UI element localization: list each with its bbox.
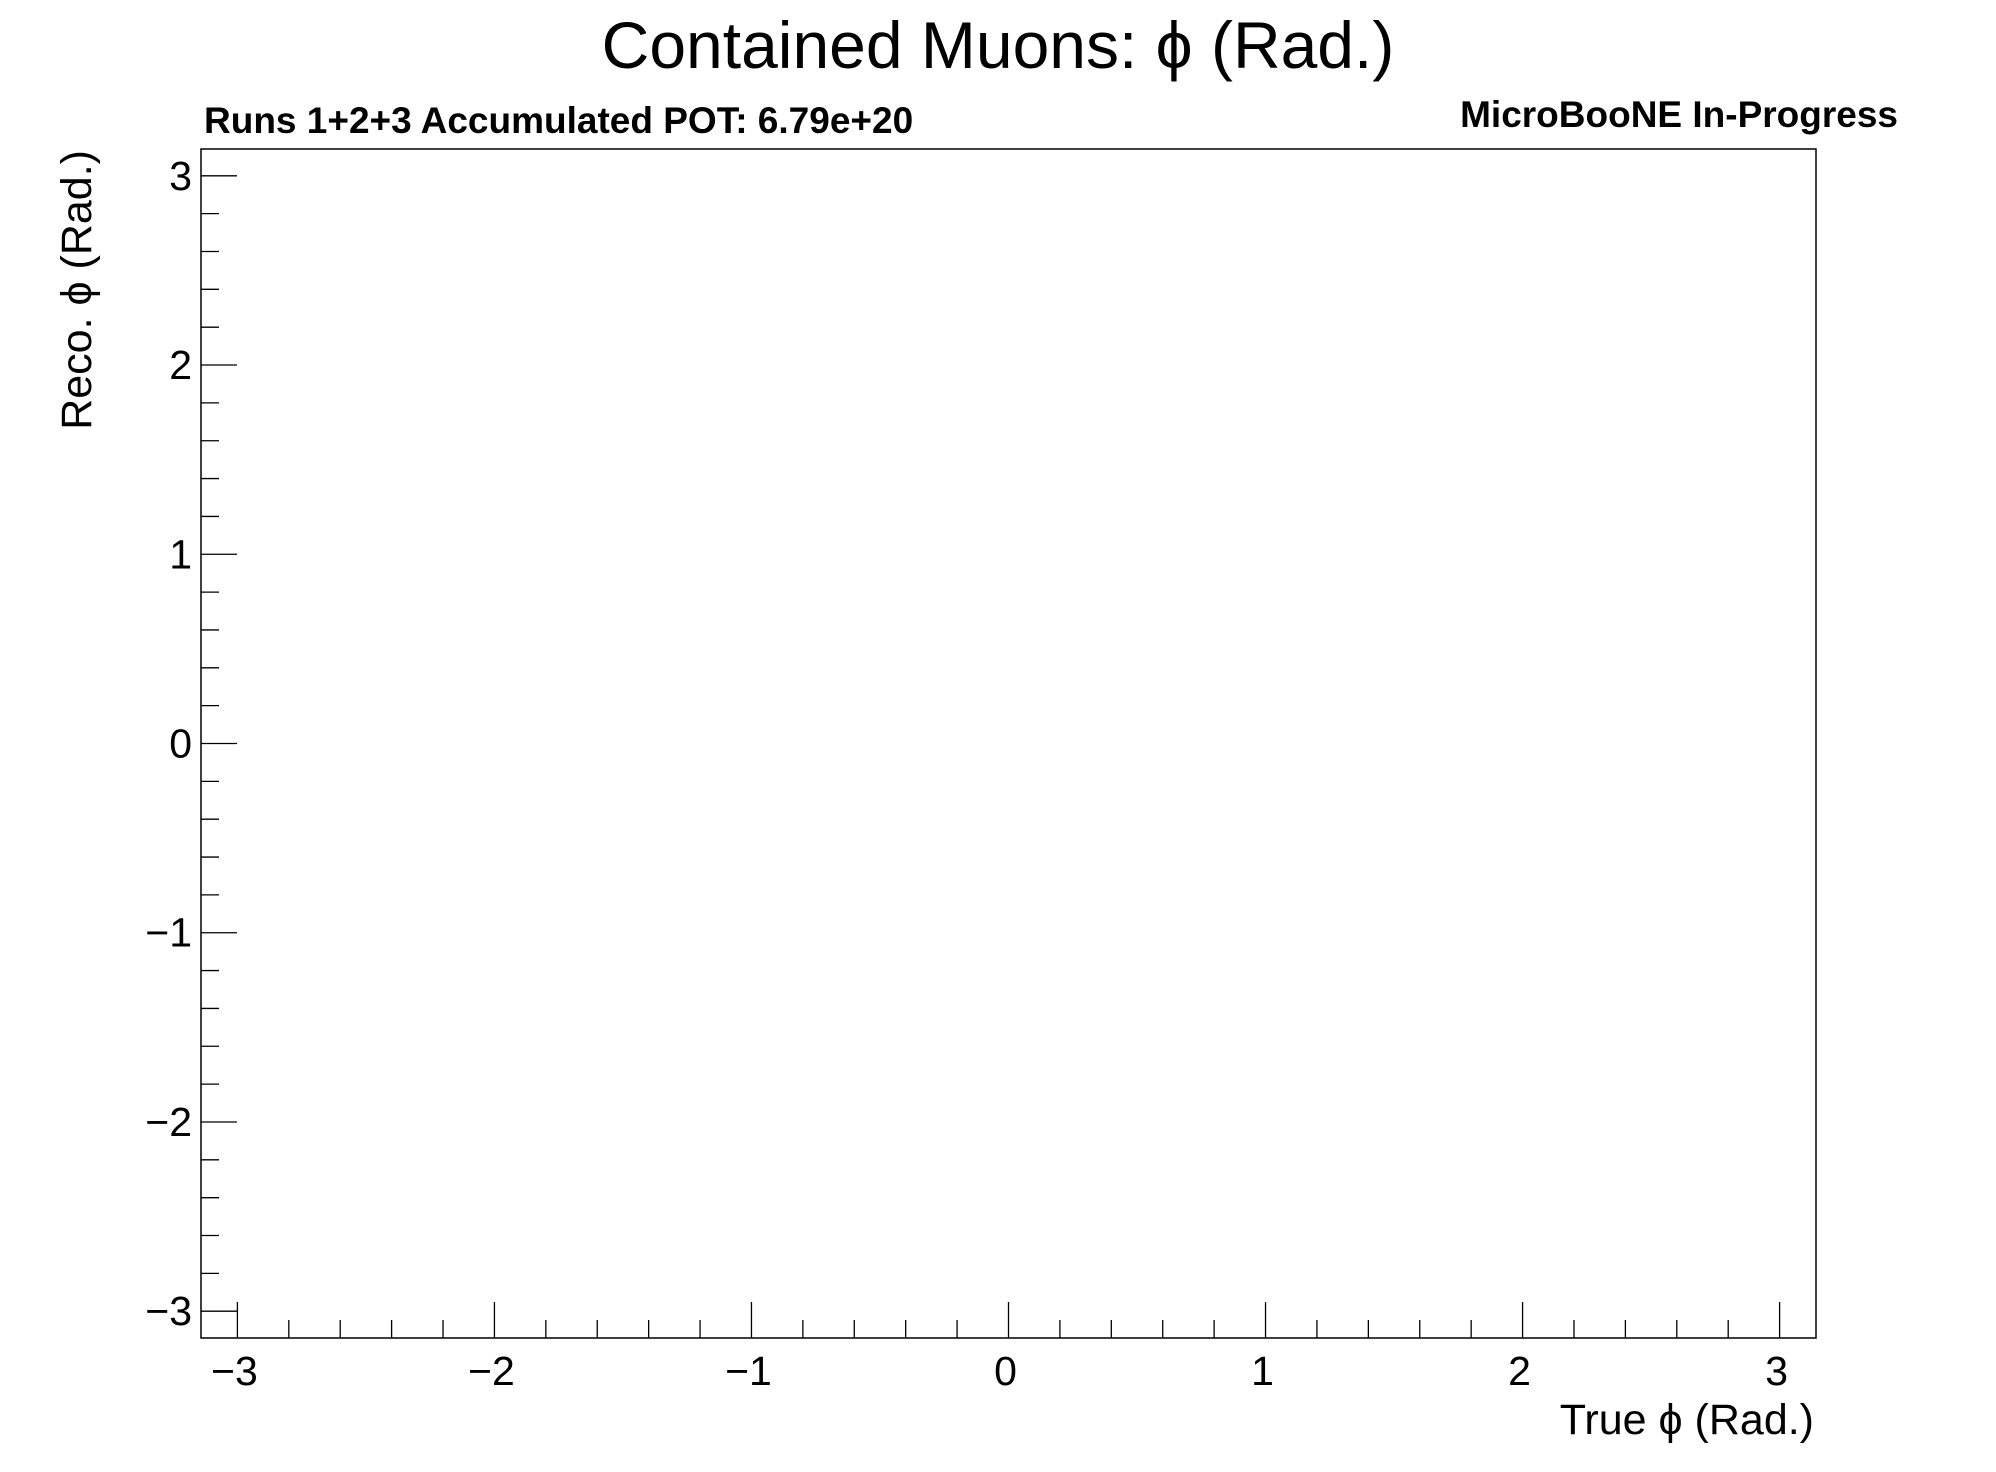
x-tick-label: −2 — [468, 1348, 515, 1394]
x-tick-label: −1 — [725, 1348, 772, 1394]
y-tick-label: 0 — [169, 721, 192, 767]
x-axis-label: True ϕ (Rad.) — [1560, 1396, 1814, 1444]
y-tick-label: −3 — [145, 1288, 192, 1334]
y-tick-label: 2 — [169, 342, 192, 388]
x-tick-label: 0 — [994, 1348, 1017, 1394]
y-tick-label: 3 — [169, 153, 192, 199]
plot-frame — [200, 148, 1817, 1339]
x-tick-label: 1 — [1251, 1348, 1274, 1394]
x-axis-ticks — [236, 1302, 1781, 1338]
y-axis-tick-labels: −3 −2 −1 0 1 2 3 — [145, 153, 192, 1334]
chart-subtitle-right: MicroBooNE In-Progress — [1460, 94, 1898, 135]
y-tick-label: −2 — [145, 1099, 192, 1145]
y-tick-label: 1 — [169, 531, 192, 577]
chart-title: Contained Muons: ϕ (Rad.) — [602, 8, 1395, 82]
y-tick-label: −1 — [145, 910, 192, 956]
x-tick-label: −3 — [211, 1348, 258, 1394]
y-axis-label: Reco. ϕ (Rad.) — [53, 150, 101, 430]
x-tick-label: 3 — [1765, 1348, 1788, 1394]
chart-subtitle-left: Runs 1+2+3 Accumulated POT: 6.79e+20 — [204, 100, 913, 141]
y-axis-ticks — [201, 175, 237, 1312]
x-tick-label: 2 — [1508, 1348, 1531, 1394]
x-axis-tick-labels: −3 −2 −1 0 1 2 3 — [211, 1348, 1788, 1394]
